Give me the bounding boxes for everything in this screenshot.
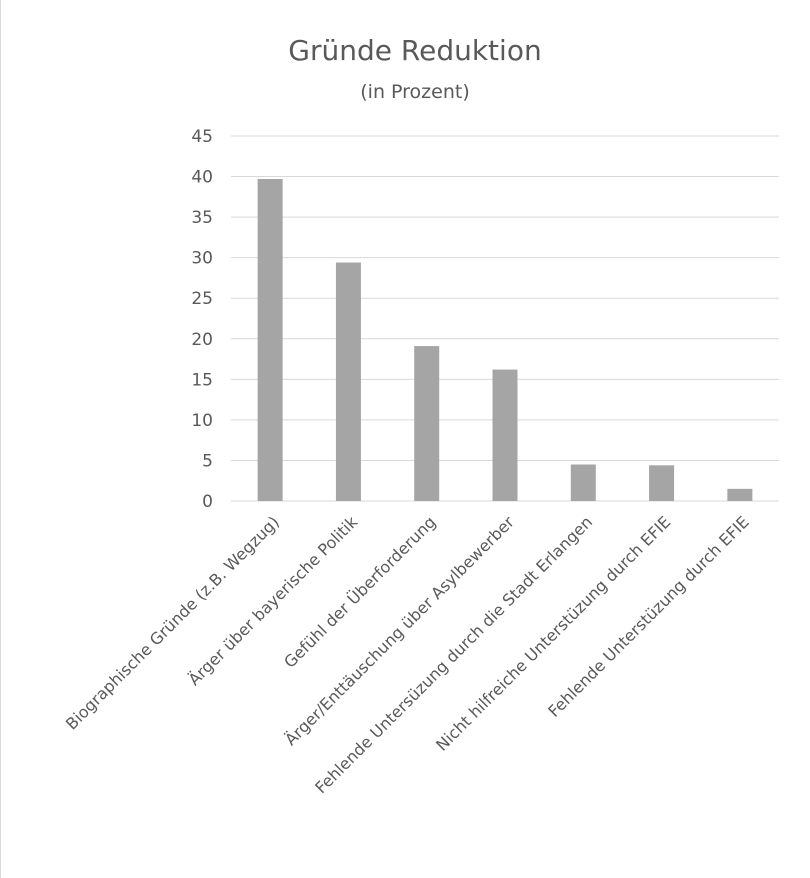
bar-4 — [492, 369, 518, 501]
y-tick-label: 30 — [191, 249, 213, 269]
y-tick-label: 10 — [191, 411, 213, 431]
bars — [257, 178, 753, 501]
gridlines — [231, 135, 779, 502]
bar-3 — [414, 346, 440, 501]
bar-6 — [649, 465, 675, 501]
y-tick-label: 45 — [191, 127, 213, 147]
bar-2 — [335, 262, 361, 501]
x-category-label: Gefühl der Überforderung — [280, 512, 439, 671]
bar-5 — [570, 464, 596, 501]
bar-1 — [257, 178, 283, 501]
y-tick-label: 35 — [191, 208, 213, 228]
x-category-label: Ärger über bayerische Politik — [185, 512, 362, 689]
chart-title: Gründe Reduktion — [288, 34, 541, 67]
x-category-label: Fehlende Untersüzung durch die Stadt Erl… — [311, 512, 596, 797]
y-tick-label: 25 — [191, 289, 213, 309]
y-tick-label: 0 — [202, 492, 213, 512]
x-axis-category-labels: Biographische Gründe (z.B. Wegzug)Ärger … — [62, 512, 753, 797]
y-tick-label: 5 — [202, 451, 213, 471]
y-tick-label: 15 — [191, 370, 213, 390]
bar-7 — [727, 488, 753, 501]
y-axis-tick-labels: 0 5 10 15 20 25 30 35 40 45 — [191, 127, 213, 512]
chart-subtitle: (in Prozent) — [360, 81, 469, 103]
y-tick-label: 40 — [191, 168, 213, 188]
y-tick-label: 20 — [191, 330, 213, 350]
